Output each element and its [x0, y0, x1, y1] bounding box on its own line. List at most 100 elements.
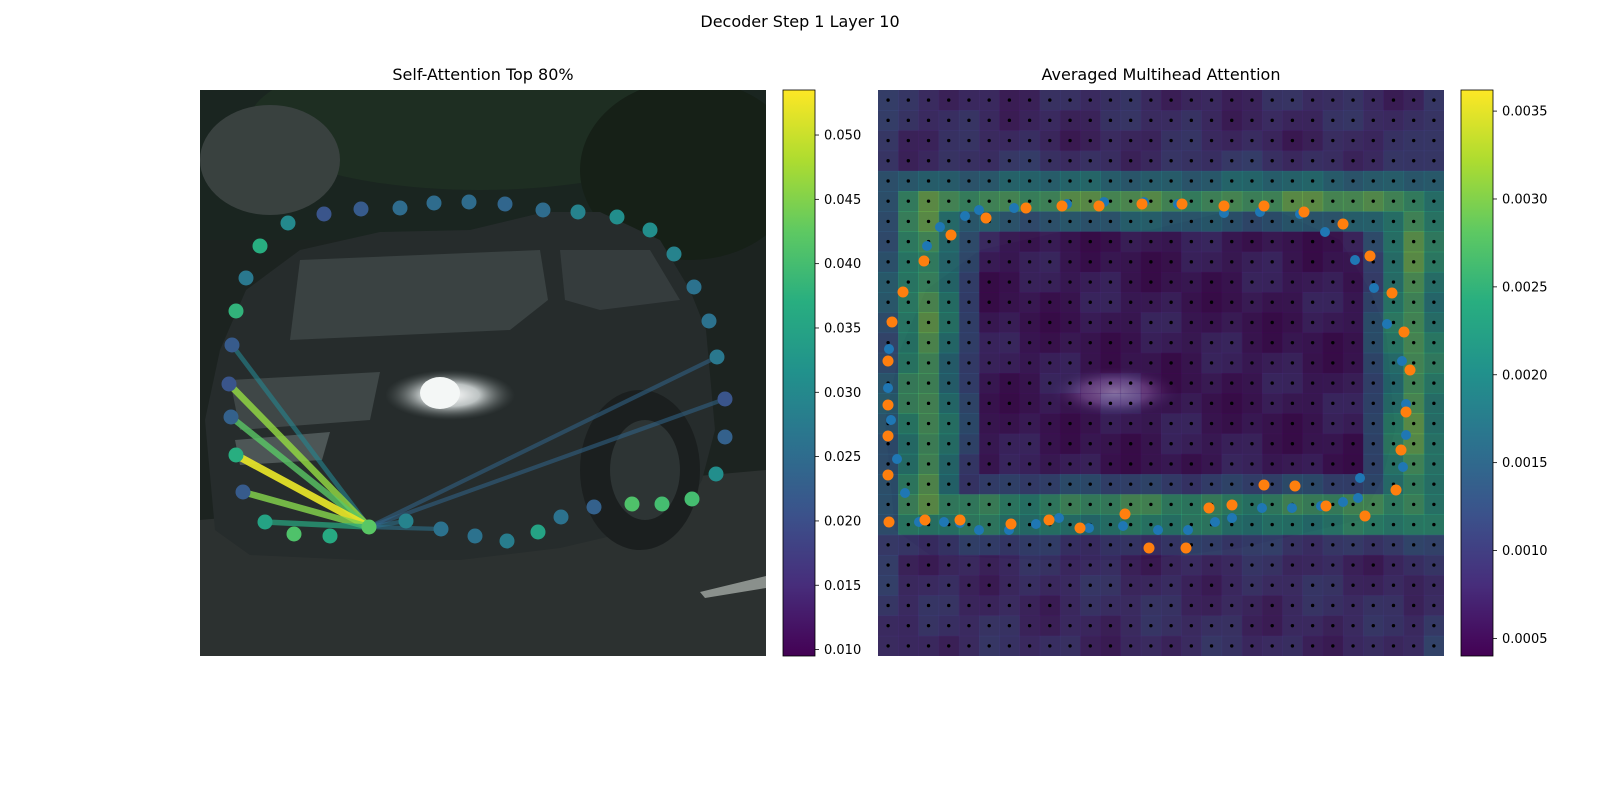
grid-dot — [1088, 179, 1092, 183]
grid-dot — [987, 543, 991, 547]
reference-point — [1350, 255, 1360, 265]
grid-dot — [1371, 442, 1375, 446]
grid-dot — [906, 199, 911, 203]
grid-dot — [967, 138, 971, 143]
grid-dot — [1007, 260, 1012, 264]
sampling-point — [1020, 202, 1032, 214]
grid-dot — [1230, 421, 1234, 426]
grid-dot — [947, 563, 951, 567]
grid-dot — [1351, 98, 1355, 102]
grid-dot — [987, 300, 991, 304]
grid-dot — [906, 138, 911, 143]
grid-dot — [1310, 401, 1315, 406]
figure-title: Decoder Step 1 Layer 10 — [700, 12, 900, 31]
grid-dot — [1250, 623, 1254, 628]
grid-dot — [1209, 219, 1214, 224]
grid-dot — [1169, 543, 1173, 547]
grid-dot — [1432, 340, 1436, 345]
grid-dot — [1331, 320, 1335, 325]
grid-dot — [1250, 179, 1254, 183]
grid-dot — [967, 462, 971, 466]
grid-dot — [1128, 138, 1133, 143]
grid-dot — [1310, 199, 1315, 203]
grid-dot — [1149, 260, 1153, 264]
reference-point — [892, 454, 902, 464]
grid-dot — [1209, 361, 1214, 365]
grid-dot — [1351, 340, 1355, 345]
grid-dot — [1391, 644, 1396, 648]
grid-dot — [1007, 623, 1012, 628]
grid-dot — [1048, 401, 1052, 406]
grid-dot — [1108, 583, 1113, 587]
grid-dot — [1230, 280, 1234, 284]
grid-dot — [1371, 381, 1375, 385]
polygon-point — [398, 513, 414, 529]
grid-dot — [1371, 260, 1375, 264]
grid-dot — [1331, 199, 1335, 203]
grid-dot — [1007, 98, 1012, 102]
grid-dot — [1149, 502, 1153, 507]
grid-dot — [987, 138, 991, 143]
grid-dot — [1310, 623, 1315, 628]
grid-dot — [1169, 583, 1173, 587]
grid-dot — [1068, 340, 1072, 345]
polygon-point — [221, 376, 237, 392]
grid-dot — [1088, 340, 1092, 345]
grid-dot — [1068, 442, 1072, 446]
grid-dot — [1027, 98, 1032, 102]
grid-dot — [1007, 563, 1012, 567]
polygon-point — [228, 447, 244, 463]
grid-dot — [1149, 401, 1153, 406]
grid-dot — [987, 462, 991, 466]
polygon-point — [467, 528, 483, 544]
grid-dot — [1128, 219, 1133, 224]
grid-dot — [1088, 239, 1092, 244]
grid-dot — [1209, 280, 1214, 284]
reference-point — [1338, 497, 1348, 507]
grid-dot — [1230, 159, 1234, 163]
grid-dot — [1169, 502, 1173, 507]
grid-dot — [1128, 502, 1133, 507]
grid-dot — [1270, 603, 1274, 608]
grid-dot — [1371, 98, 1375, 102]
grid-dot — [1290, 239, 1295, 244]
grid-dot — [926, 340, 931, 345]
grid-dot — [926, 502, 931, 507]
grid-dot — [906, 401, 911, 406]
grid-dot — [1310, 563, 1315, 567]
grid-dot — [926, 381, 931, 385]
grid-dot — [1048, 98, 1052, 102]
grid-dot — [1290, 421, 1295, 426]
colorbar-tick-label: 0.0030 — [1502, 192, 1548, 207]
grid-dot — [1310, 118, 1315, 123]
grid-dot — [1250, 138, 1254, 143]
grid-dot — [1169, 482, 1173, 486]
grid-dot — [987, 159, 991, 163]
grid-dot — [1128, 280, 1133, 284]
grid-dot — [1351, 401, 1355, 406]
grid-dot — [1371, 623, 1375, 628]
reference-point — [1031, 519, 1041, 529]
sampling-point — [882, 430, 894, 442]
grid-dot — [1230, 260, 1234, 264]
grid-dot — [1027, 239, 1032, 244]
grid-dot — [1007, 421, 1012, 426]
grid-dot — [1432, 138, 1436, 143]
grid-dot — [1351, 118, 1355, 123]
grid-dot — [1290, 442, 1295, 446]
polygon-point — [353, 201, 369, 217]
colorbar-tick-label: 0.045 — [824, 193, 861, 208]
polygon-point — [238, 270, 254, 286]
grid-dot — [926, 138, 931, 143]
attention-link — [225, 380, 373, 531]
grid-dot — [947, 361, 951, 365]
grid-dot — [1108, 563, 1113, 567]
grid-dot — [1209, 138, 1214, 143]
grid-dot — [1128, 623, 1133, 628]
grid-dot — [1068, 159, 1072, 163]
grid-dot — [906, 442, 911, 446]
grid-dot — [1270, 421, 1274, 426]
grid-dot — [1310, 280, 1315, 284]
grid-dot — [1411, 462, 1416, 466]
grid-dot — [967, 381, 971, 385]
